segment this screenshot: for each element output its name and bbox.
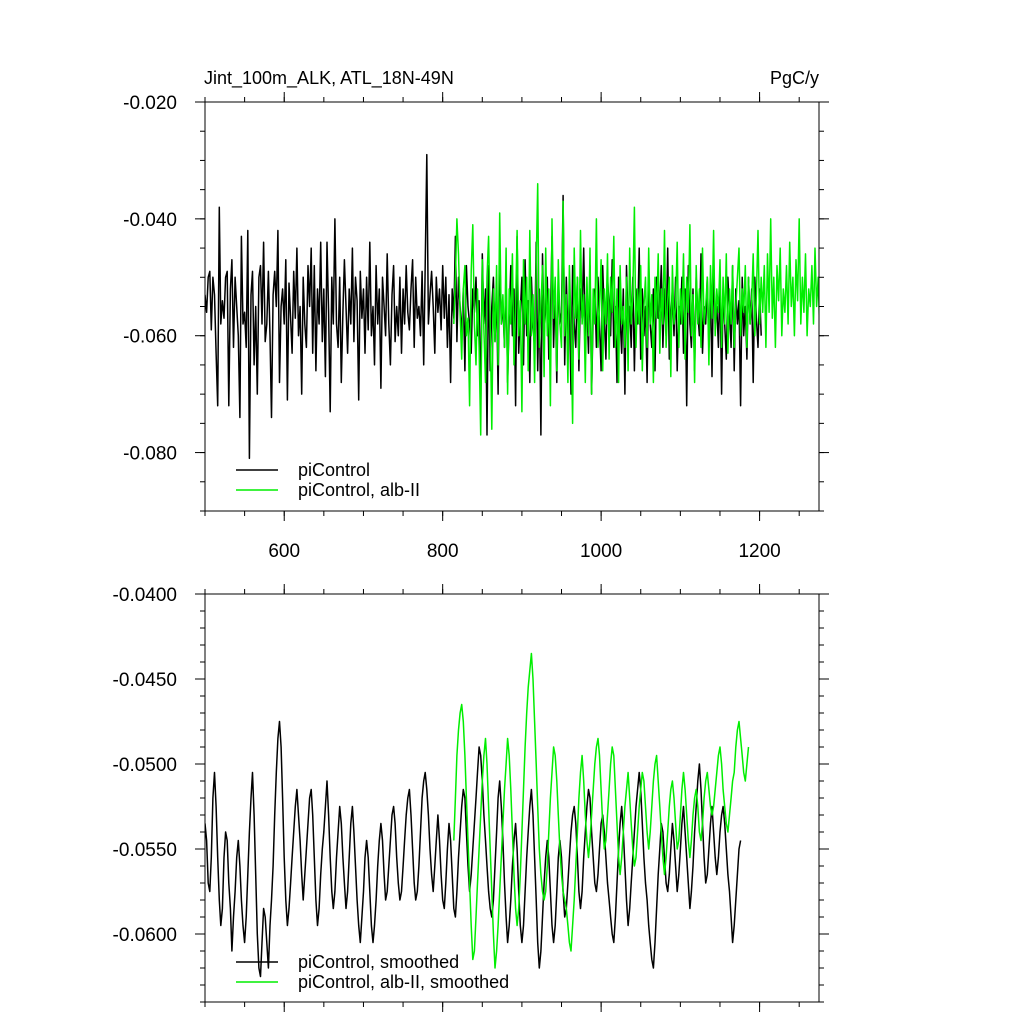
top-chart-units: PgC/y: [770, 68, 819, 88]
y-tick-label: -0.0550: [113, 840, 177, 861]
x-tick-label: 800: [427, 541, 459, 562]
top-chart: Jint_100m_ALK, ATL_18N-49N PgC/y 600 800 1…: [123, 68, 829, 562]
y-tick-label: -0.040: [123, 210, 177, 231]
top-plot-area: 600 800 1000 1200 -0.080 -0.060 -0.040 -0.020 pi…: [123, 92, 829, 562]
top-chart-title: Jint_100m_ALK, ATL_18N-49N: [204, 68, 454, 89]
x-tick-label: 1000: [580, 541, 622, 562]
series-line-alb-ii: [453, 652, 750, 969]
y-tick-label: -0.060: [123, 327, 177, 348]
y-tick-label: -0.080: [123, 444, 177, 465]
y-tick-label: -0.0600: [113, 925, 177, 946]
bottom-plot-area: -0.0600 -0.0550 -0.0500 -0.0450 -0.0400 piCon…: [113, 584, 829, 1012]
y-tick-label: -0.0400: [113, 585, 177, 606]
legend-label: piControl, smoothed: [298, 952, 459, 972]
y-tick-label: -0.0450: [113, 670, 177, 691]
legend-label: piControl: [298, 460, 370, 480]
x-tick-label: 600: [268, 541, 300, 562]
legend-label: piControl, alb-II, smoothed: [298, 972, 509, 992]
series-line-alb-ii: [453, 183, 819, 436]
bottom-chart: -0.0600 -0.0550 -0.0500 -0.0450 -0.0400 piCon…: [113, 584, 829, 1012]
legend-label: piControl, alb-II: [298, 480, 420, 500]
y-tick-label: -0.0500: [113, 755, 177, 776]
y-tick-label: -0.020: [123, 93, 177, 114]
x-tick-label: 1200: [738, 541, 780, 562]
series-line-control: [205, 720, 742, 978]
